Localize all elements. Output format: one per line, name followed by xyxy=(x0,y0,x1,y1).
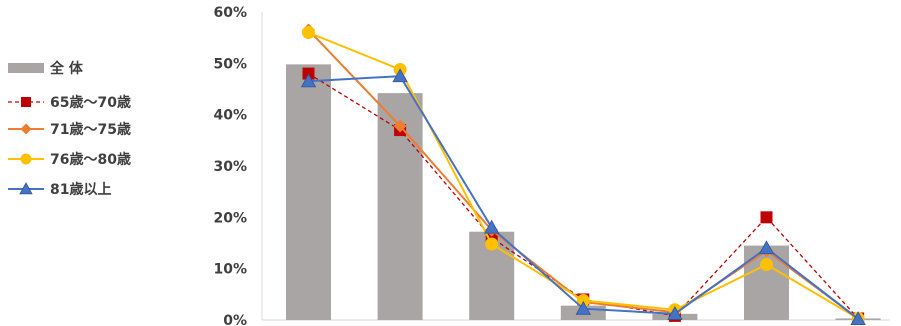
data-point xyxy=(576,293,590,307)
y-tick-label: 50% xyxy=(213,56,247,72)
y-tick-label: 20% xyxy=(213,210,247,226)
data-point xyxy=(484,219,500,234)
y-tick-label: 40% xyxy=(213,108,247,124)
legend-label: 76歳〜80歳 xyxy=(50,151,131,168)
y-tick-label: 0% xyxy=(223,313,247,326)
data-point xyxy=(667,306,683,320)
data-point xyxy=(300,73,317,88)
data-point xyxy=(760,258,773,272)
legend-item: 65歳〜70歳 xyxy=(8,94,131,111)
legend-label: 81歳以上 xyxy=(50,181,111,198)
legend-label: 71歳〜75歳 xyxy=(50,121,131,138)
bar-series xyxy=(286,64,881,321)
y-tick-label: 60% xyxy=(213,5,247,21)
data-point xyxy=(575,300,591,315)
y-tick-label: 10% xyxy=(213,262,247,278)
data-point xyxy=(393,119,407,133)
data-point xyxy=(392,68,408,83)
legend-swatch xyxy=(8,63,44,73)
data-point xyxy=(20,153,32,165)
data-point xyxy=(19,182,33,195)
legend-label: 65歳〜70歳 xyxy=(50,94,131,111)
legend-item: 76歳〜80歳 xyxy=(8,151,131,168)
data-point xyxy=(302,26,315,40)
data-point xyxy=(758,240,775,255)
data-point xyxy=(850,311,866,325)
data-point xyxy=(21,97,31,107)
legend-item: 71歳〜75歳 xyxy=(8,121,131,138)
legend-label: 全 体 xyxy=(49,60,84,77)
line-series-group xyxy=(300,23,866,325)
data-point xyxy=(760,211,773,224)
data-point xyxy=(20,123,32,135)
legend: 全 体 65歳〜70歳 71歳〜75歳 76歳〜80歳 81歳以上 xyxy=(8,60,131,198)
y-tick-label: 30% xyxy=(213,159,247,175)
legend-item: 全 体 xyxy=(8,60,84,77)
y-axis: 0% 10% 20% 30% 40% 50% 60% xyxy=(213,5,890,326)
line-series xyxy=(300,68,866,325)
bar xyxy=(286,64,331,320)
data-point xyxy=(485,237,499,251)
legend-item: 81歳以上 xyxy=(8,181,111,198)
